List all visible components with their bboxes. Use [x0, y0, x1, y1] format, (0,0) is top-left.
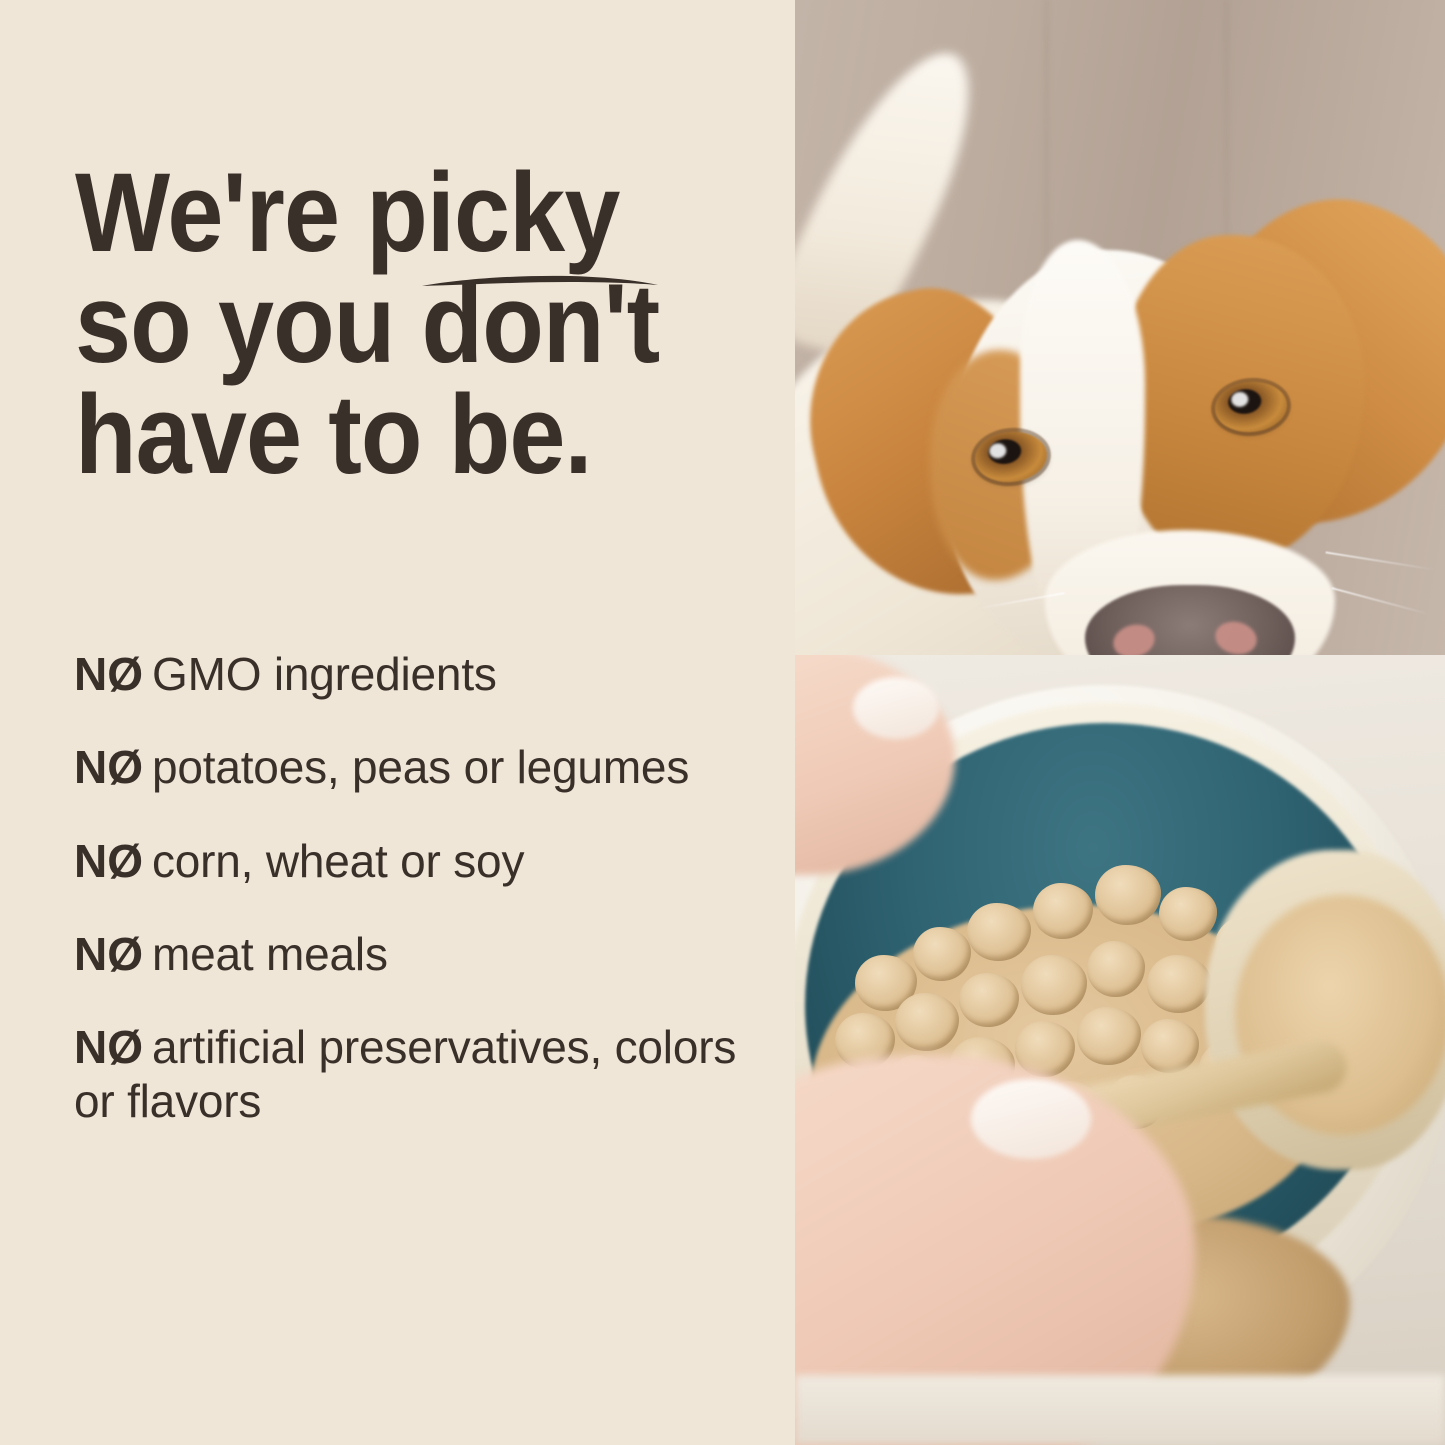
fingernail	[971, 1079, 1091, 1159]
claim-text: artificial preservatives, colors or flav…	[74, 1021, 737, 1127]
claim-text: corn, wheat or soy	[152, 834, 525, 887]
no-mark-icon: NØ	[74, 834, 143, 887]
dog-photo	[795, 0, 1445, 665]
dog-food-bowl-photo	[795, 655, 1445, 1445]
claim-text: meat meals	[152, 928, 388, 981]
claims-list: NØ GMO ingredients NØ potatoes, peas or le…	[74, 648, 764, 1128]
list-item: NØ potatoes, peas or legumes	[74, 741, 764, 794]
table-surface	[795, 1375, 1445, 1445]
photo-panel	[795, 0, 1445, 1445]
list-item: NØ GMO ingredients	[74, 648, 764, 701]
fingernail	[853, 677, 939, 739]
list-item: NØ artificial preservatives, colors or fl…	[74, 1021, 764, 1128]
no-mark-icon: NØ	[74, 928, 143, 981]
no-mark-icon: NØ	[74, 741, 143, 794]
no-mark-icon: NØ	[74, 1021, 143, 1074]
list-item: NØ corn, wheat or soy	[74, 835, 764, 888]
list-item: NØ meat meals	[74, 928, 764, 981]
page-title: We're picky so you don't have to be.	[75, 150, 660, 497]
text-panel: We're picky so you don't have to be. NØ G…	[74, 150, 764, 1128]
no-mark-icon: NØ	[74, 648, 143, 700]
claim-text: GMO ingredients	[152, 648, 497, 700]
claim-text: potatoes, peas or legumes	[152, 741, 690, 794]
